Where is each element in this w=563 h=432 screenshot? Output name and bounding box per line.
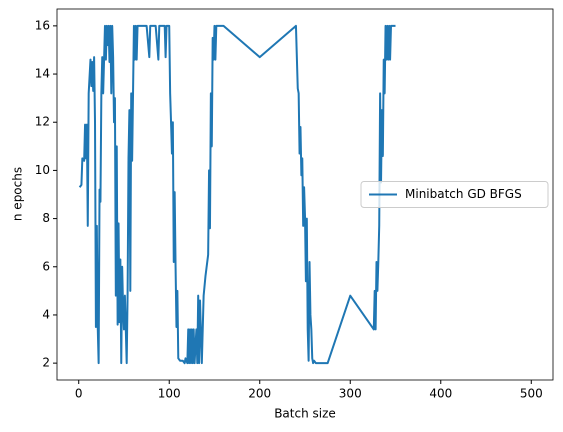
y-axis-label: n epochs (11, 167, 25, 221)
y-tick-label: 2 (42, 356, 50, 370)
legend-label: Minibatch GD BFGS (405, 187, 522, 201)
x-tick-label: 500 (520, 387, 543, 401)
y-tick-label: 14 (35, 67, 50, 81)
y-tick-label: 10 (35, 163, 50, 177)
x-axis-label: Batch size (274, 407, 336, 421)
axes-frame (56, 8, 554, 381)
y-tick-label: 16 (35, 18, 50, 32)
series-line (78, 24, 396, 365)
x-tick-label: 0 (75, 387, 83, 401)
y-tick-label: 8 (42, 211, 50, 225)
legend-box (360, 181, 549, 208)
x-tick-label: 400 (429, 387, 452, 401)
y-tick-label: 4 (42, 307, 50, 321)
y-tick-label: 12 (35, 115, 50, 129)
x-tick-label: 100 (158, 387, 181, 401)
y-tick-label: 6 (42, 259, 50, 273)
x-tick-label: 200 (248, 387, 271, 401)
x-tick-label: 300 (339, 387, 362, 401)
